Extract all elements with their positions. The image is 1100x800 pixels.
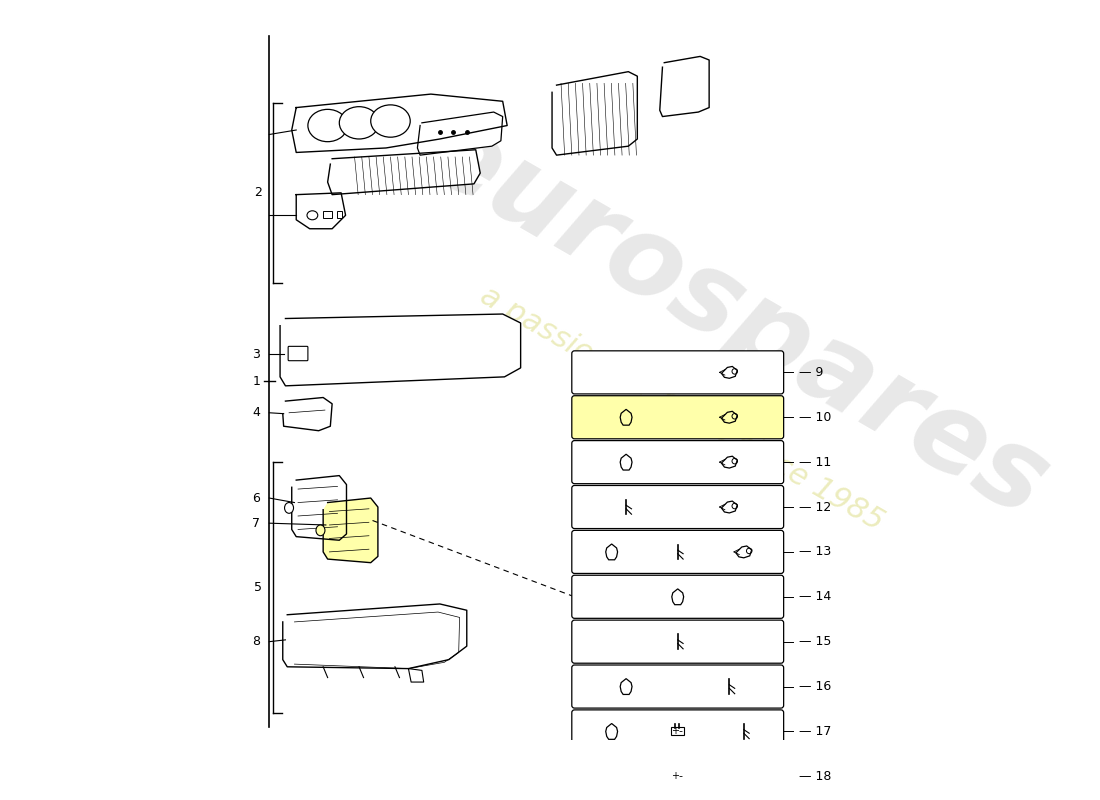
Text: +: + <box>671 726 679 737</box>
Text: 1: 1 <box>252 375 261 388</box>
Ellipse shape <box>316 525 324 536</box>
FancyBboxPatch shape <box>572 665 783 708</box>
FancyBboxPatch shape <box>288 346 308 361</box>
Text: a passion for parts since 1985: a passion for parts since 1985 <box>475 281 889 536</box>
Text: +: + <box>671 771 679 782</box>
Polygon shape <box>283 604 466 669</box>
Polygon shape <box>283 398 332 430</box>
Polygon shape <box>328 150 481 194</box>
Text: 2: 2 <box>254 186 262 199</box>
Polygon shape <box>417 112 503 155</box>
FancyBboxPatch shape <box>572 620 783 663</box>
Polygon shape <box>660 57 710 117</box>
FancyBboxPatch shape <box>572 441 783 484</box>
FancyBboxPatch shape <box>572 351 783 394</box>
Text: — 14: — 14 <box>799 590 832 603</box>
Text: eurospares: eurospares <box>405 97 1067 541</box>
Polygon shape <box>408 669 424 682</box>
Ellipse shape <box>339 106 378 139</box>
Text: -: - <box>679 726 682 737</box>
Text: — 11: — 11 <box>799 456 832 469</box>
Polygon shape <box>280 314 520 386</box>
Text: -: - <box>679 771 682 782</box>
Ellipse shape <box>308 110 348 142</box>
FancyBboxPatch shape <box>572 396 783 438</box>
Text: — 15: — 15 <box>799 635 832 648</box>
FancyBboxPatch shape <box>572 575 783 618</box>
Text: — 16: — 16 <box>799 680 832 693</box>
Polygon shape <box>292 476 346 540</box>
Text: 6: 6 <box>252 491 261 505</box>
FancyBboxPatch shape <box>572 486 783 529</box>
Polygon shape <box>296 193 345 229</box>
Text: — 9: — 9 <box>799 366 823 379</box>
FancyBboxPatch shape <box>572 754 783 798</box>
Polygon shape <box>323 498 378 562</box>
Text: — 10: — 10 <box>799 410 832 424</box>
Polygon shape <box>292 94 507 153</box>
FancyBboxPatch shape <box>323 210 332 218</box>
Text: — 12: — 12 <box>799 501 832 514</box>
FancyBboxPatch shape <box>337 210 342 218</box>
FancyBboxPatch shape <box>572 530 783 574</box>
Text: 7: 7 <box>252 517 261 530</box>
Ellipse shape <box>285 502 294 514</box>
Text: 3: 3 <box>252 348 261 361</box>
FancyBboxPatch shape <box>671 727 684 735</box>
Text: — 18: — 18 <box>799 770 832 783</box>
Text: — 13: — 13 <box>799 546 832 558</box>
Ellipse shape <box>371 105 410 137</box>
Text: 8: 8 <box>252 635 261 648</box>
FancyBboxPatch shape <box>572 710 783 753</box>
Text: 5: 5 <box>254 582 262 594</box>
Polygon shape <box>552 72 637 155</box>
Text: — 17: — 17 <box>799 725 832 738</box>
Text: 4: 4 <box>252 406 261 419</box>
FancyBboxPatch shape <box>671 772 684 780</box>
